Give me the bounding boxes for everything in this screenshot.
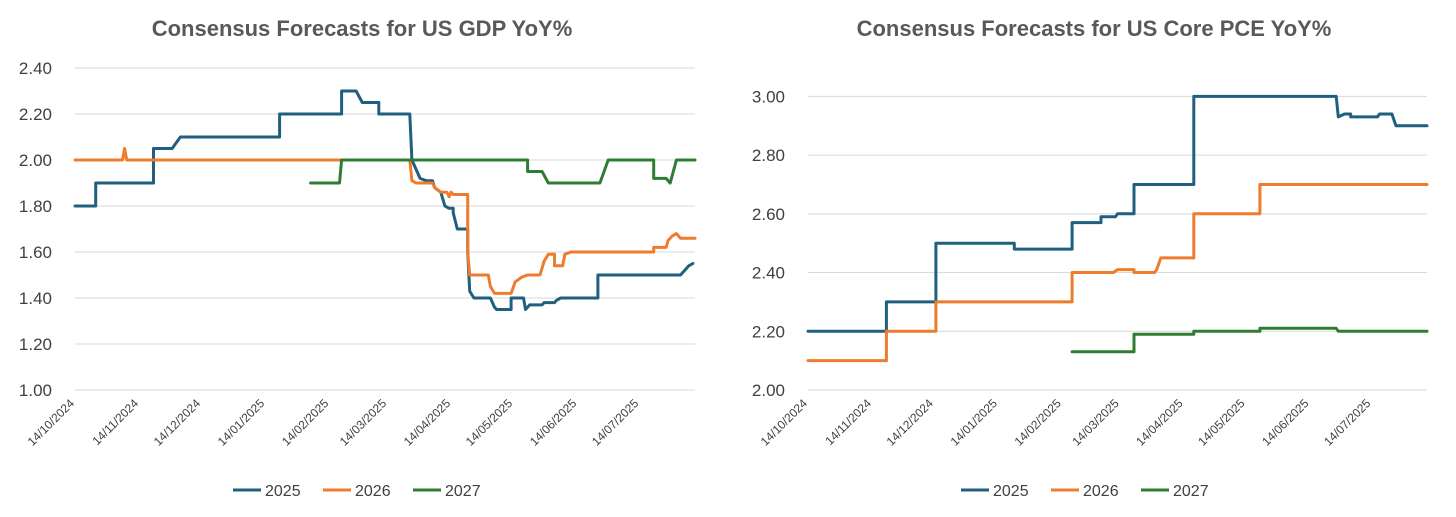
gdp-y-tick-label: 1.20 <box>19 335 52 354</box>
pce-x-tick-label: 14/03/2025 <box>1069 396 1122 449</box>
pce-series-2027-line <box>1072 328 1427 352</box>
gdp-chart: Consensus Forecasts for US GDP YoY% 1.00… <box>0 0 728 517</box>
gdp-series-2025-line <box>75 91 693 310</box>
pce-y-tick-label: 2.80 <box>752 146 785 165</box>
pce-chart-title: Consensus Forecasts for US Core PCE YoY% <box>857 16 1332 41</box>
gdp-series-2026-line <box>75 149 695 294</box>
pce-y-tick-label: 2.00 <box>752 381 785 400</box>
pce-x-tick-label: 14/12/2024 <box>884 396 937 449</box>
pce-legend-label-2027: 2027 <box>1173 483 1209 500</box>
gdp-x-tick-label: 14/10/2024 <box>25 396 78 449</box>
pce-y-tick-label: 3.00 <box>752 87 785 106</box>
gdp-legend-label-2027: 2027 <box>445 483 481 500</box>
pce-y-tick-label: 2.40 <box>752 264 785 283</box>
gdp-x-tick-label: 14/05/2025 <box>463 396 516 449</box>
pce-x-tick-label: 14/01/2025 <box>948 396 1001 449</box>
gdp-y-tick-label: 1.60 <box>19 243 52 262</box>
pce-x-tick-label: 14/11/2024 <box>822 396 874 448</box>
gdp-x-tick-label: 14/12/2024 <box>151 396 204 449</box>
gdp-x-tick-label: 14/04/2025 <box>401 396 454 449</box>
charts-canvas: Consensus Forecasts for US GDP YoY% 1.00… <box>0 0 1456 517</box>
gdp-x-tick-label: 14/01/2025 <box>215 396 268 449</box>
pce-legend-label-2025: 2025 <box>993 483 1029 500</box>
pce-y-tick-label: 2.20 <box>752 322 785 341</box>
gdp-x-tick-label: 14/02/2025 <box>279 396 332 449</box>
pce-chart: Consensus Forecasts for US Core PCE YoY%… <box>728 0 1456 517</box>
gdp-y-tick-label: 2.00 <box>19 151 52 170</box>
pce-x-tick-label: 14/06/2025 <box>1259 396 1312 449</box>
gdp-x-tick-label: 14/03/2025 <box>337 396 390 449</box>
gdp-y-tick-label: 2.40 <box>19 59 52 78</box>
gdp-y-tick-label: 1.40 <box>19 289 52 308</box>
pce-x-tick-label: 14/10/2024 <box>758 396 811 449</box>
gdp-x-tick-label: 14/06/2025 <box>527 396 580 449</box>
gdp-x-tick-label: 14/11/2024 <box>89 396 141 448</box>
gdp-legend-label-2025: 2025 <box>265 483 301 500</box>
gdp-x-tick-label: 14/07/2025 <box>589 396 642 449</box>
pce-x-tick-label: 14/07/2025 <box>1321 396 1374 449</box>
gdp-series-2027-line <box>311 160 695 183</box>
pce-x-tick-label: 14/02/2025 <box>1012 396 1065 449</box>
gdp-y-tick-label: 2.20 <box>19 105 52 124</box>
gdp-y-tick-label: 1.80 <box>19 197 52 216</box>
pce-x-tick-label: 14/04/2025 <box>1133 396 1186 449</box>
gdp-chart-title: Consensus Forecasts for US GDP YoY% <box>152 16 573 41</box>
gdp-legend-label-2026: 2026 <box>355 483 391 500</box>
gdp-y-tick-label: 1.00 <box>19 381 52 400</box>
pce-legend-label-2026: 2026 <box>1083 483 1119 500</box>
pce-y-tick-label: 2.60 <box>752 205 785 224</box>
pce-x-tick-label: 14/05/2025 <box>1195 396 1248 449</box>
